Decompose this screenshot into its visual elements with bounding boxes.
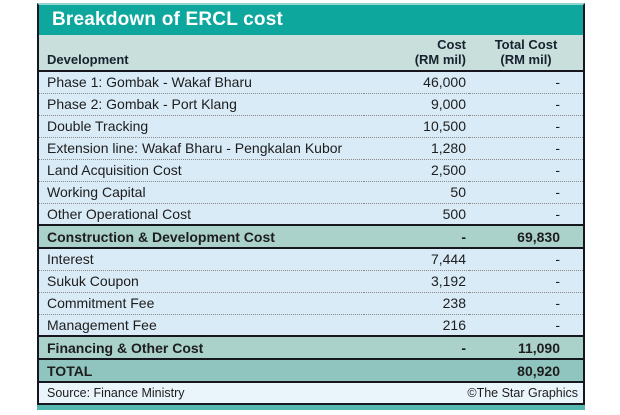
total-value: - (469, 114, 583, 137)
total-value: - (469, 248, 583, 270)
ercl-cost-infographic: Breakdown of ERCL cost Development Cost … (37, 3, 585, 405)
row-label: Sukuk Coupon (39, 269, 364, 292)
cost-value: 238 (364, 291, 469, 314)
page-title: Breakdown of ERCL cost (52, 9, 284, 30)
total-value: 11,090 (469, 335, 583, 360)
cost-value: 46,000 (364, 71, 469, 93)
cost-breakdown-table: Development Cost (RM mil) Total Cost (RM… (39, 35, 583, 403)
table-row: Extension line: Wakaf Bharu - Pengkalan … (39, 136, 583, 159)
table-row: Other Operational Cost 500 - (39, 202, 583, 225)
credit-text: ©The Star Graphics (364, 382, 583, 403)
total-value: 80,920 (469, 358, 583, 383)
row-label: Interest (39, 248, 364, 270)
cost-header-unit: (RM mil) (414, 52, 466, 67)
total-header-unit: (RM mil) (500, 52, 552, 67)
row-label: Double Tracking (39, 114, 364, 137)
footer-row: Source: Finance Ministry ©The Star Graph… (39, 382, 583, 403)
cost-value: 500 (364, 202, 469, 225)
row-label: Phase 2: Gombak - Port Klang (39, 92, 364, 115)
cost-value: - (364, 335, 469, 360)
table-row: Sukuk Coupon 3,192 - (39, 269, 583, 292)
total-value: - (469, 202, 583, 225)
column-header-development: Development (39, 35, 364, 72)
table-row: Land Acquisition Cost 2,500 - (39, 158, 583, 181)
table-row: Double Tracking 10,500 - (39, 114, 583, 137)
total-value: - (469, 291, 583, 314)
total-value: - (469, 158, 583, 181)
column-header-total-cost: Total Cost (RM mil) (469, 35, 583, 72)
row-label: Construction & Development Cost (39, 224, 364, 249)
row-label: Phase 1: Gombak - Wakaf Bharu (39, 71, 364, 93)
source-text: Source: Finance Ministry (39, 382, 364, 403)
table-row: Phase 2: Gombak - Port Klang 9,000 - (39, 92, 583, 115)
subtotal-row-construction: Construction & Development Cost - 69,830 (39, 224, 583, 249)
table-header-row: Development Cost (RM mil) Total Cost (RM… (39, 35, 583, 72)
total-value: - (469, 92, 583, 115)
cost-header-label: Cost (437, 37, 466, 52)
table-row: Working Capital 50 - (39, 180, 583, 203)
cost-value: 216 (364, 313, 469, 336)
total-value: - (469, 180, 583, 203)
total-value: - (469, 313, 583, 336)
cost-value: 1,280 (364, 136, 469, 159)
total-value: - (469, 71, 583, 93)
cost-value: 3,192 (364, 269, 469, 292)
row-label: Commitment Fee (39, 291, 364, 314)
total-value: - (469, 136, 583, 159)
total-row: TOTAL 80,920 (39, 358, 583, 383)
title-bar: Breakdown of ERCL cost (39, 5, 583, 35)
cost-value (364, 358, 469, 383)
row-label: TOTAL (39, 358, 364, 383)
subtotal-row-financing: Financing & Other Cost - 11,090 (39, 335, 583, 360)
row-label: Extension line: Wakaf Bharu - Pengkalan … (39, 136, 364, 159)
cost-value: 10,500 (364, 114, 469, 137)
row-label: Other Operational Cost (39, 202, 364, 225)
bottom-accent-band (37, 405, 585, 410)
cost-value: 2,500 (364, 158, 469, 181)
row-label: Financing & Other Cost (39, 335, 364, 360)
cost-value: 7,444 (364, 248, 469, 270)
cost-value: 9,000 (364, 92, 469, 115)
total-header-label: Total Cost (494, 37, 558, 52)
row-label: Land Acquisition Cost (39, 158, 364, 181)
table-row: Interest 7,444 - (39, 248, 583, 270)
cost-value: - (364, 224, 469, 249)
column-header-cost: Cost (RM mil) (364, 35, 469, 72)
table-row: Phase 1: Gombak - Wakaf Bharu 46,000 - (39, 71, 583, 93)
table-row: Commitment Fee 238 - (39, 291, 583, 314)
table-row: Management Fee 216 - (39, 313, 583, 336)
row-label: Working Capital (39, 180, 364, 203)
cost-value: 50 (364, 180, 469, 203)
row-label: Management Fee (39, 313, 364, 336)
total-value: - (469, 269, 583, 292)
total-value: 69,830 (469, 224, 583, 249)
